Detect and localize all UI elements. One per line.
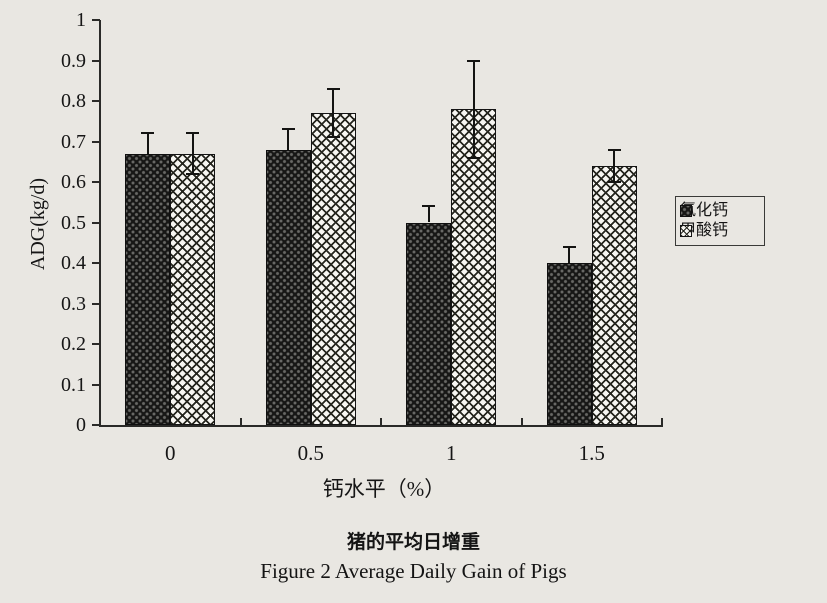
y-tick-label: 0.4 [61,252,86,274]
x-tick-mark [520,418,523,425]
error-bar-cap-top [467,59,481,62]
x-tick-mark [380,418,382,425]
error-bar [613,149,616,182]
error-bar [332,88,335,138]
y-tick-mark [92,100,100,102]
legend-swatch-diamond-hatch [680,225,692,237]
y-tick-mark [92,343,100,345]
bar-甲酸钙-1 [451,109,497,425]
x-category-label: 0.5 [297,441,324,465]
y-tick-label: 0.2 [61,333,86,355]
y-tick-label: 0.8 [61,90,86,112]
y-tick-mark [92,383,100,386]
y-tick-mark [92,221,100,224]
x-tick-mark [661,418,663,425]
error-bar [146,133,149,154]
legend-item-formate: 甲酸钙 [680,223,760,239]
y-tick-mark [92,140,100,143]
y-tick-mark [92,262,100,264]
legend: 氯化钙 甲酸钙 [675,196,765,246]
y-tick-label: 0.7 [61,130,86,153]
error-bar-cap-top [326,87,340,90]
bar-氯化钙-0.5 [265,149,311,425]
x-category-label: 1.5 [578,441,605,465]
error-bar-cap-bottom [326,136,340,139]
y-tick-label: 0.1 [61,373,86,396]
legend-label: 氯化钙 [680,202,729,219]
x-tick-mark [239,418,242,425]
error-bar [287,129,290,150]
error-bar [191,133,194,174]
y-tick-mark [92,302,100,305]
error-bar-cap-top [186,132,200,135]
bar-甲酸钙-1.5 [591,165,637,425]
legend-swatch-solid-dark [680,205,692,217]
y-tick-label: 0.6 [61,171,86,193]
error-bar-cap-bottom [467,156,481,159]
y-tick-mark [92,181,100,183]
bar-甲酸钙-0.5 [310,113,356,425]
error-bar-cap-top [562,245,576,248]
error-bar-cap-bottom [186,172,200,175]
y-tick-mark [92,424,100,426]
error-bar-cap-top [141,132,155,135]
legend-label: 甲酸钙 [680,222,729,239]
x-category-label: 0 [165,441,176,465]
y-axis-line [99,20,101,425]
figure-caption-english: Figure 2 Average Daily Gain of Pigs [260,559,567,583]
y-tick-mark [92,19,100,21]
x-axis-line [99,425,663,427]
error-bar [568,246,571,263]
y-tick-mark [92,59,100,62]
legend-item-chloride: 氯化钙 [680,203,760,219]
error-bar [427,206,430,223]
figure-caption-chinese: 猪的平均日增重 [346,532,480,553]
x-category-label: 1 [446,441,457,465]
error-bar-cap-top [281,128,295,131]
y-axis-title: ADG(kg/d) [27,177,49,271]
y-tick-label: 0 [76,414,86,436]
y-tick-label: 0.3 [61,292,86,315]
bar-氯化钙-1.5 [546,263,592,425]
y-tick-label: 0.9 [61,49,86,72]
error-bar-cap-bottom [607,181,621,183]
error-bar-cap-top [607,148,621,151]
y-tick-label: 0.5 [61,211,86,234]
x-tick-mark [99,418,101,425]
error-bar [472,60,475,158]
bar-氯化钙-1 [406,222,452,425]
bar-甲酸钙-0 [170,153,216,425]
y-tick-label: 1 [76,9,86,31]
error-bar-cap-top [422,205,436,208]
x-axis-title: 钙水平（%） [322,477,446,501]
bar-氯化钙-0 [125,153,171,425]
